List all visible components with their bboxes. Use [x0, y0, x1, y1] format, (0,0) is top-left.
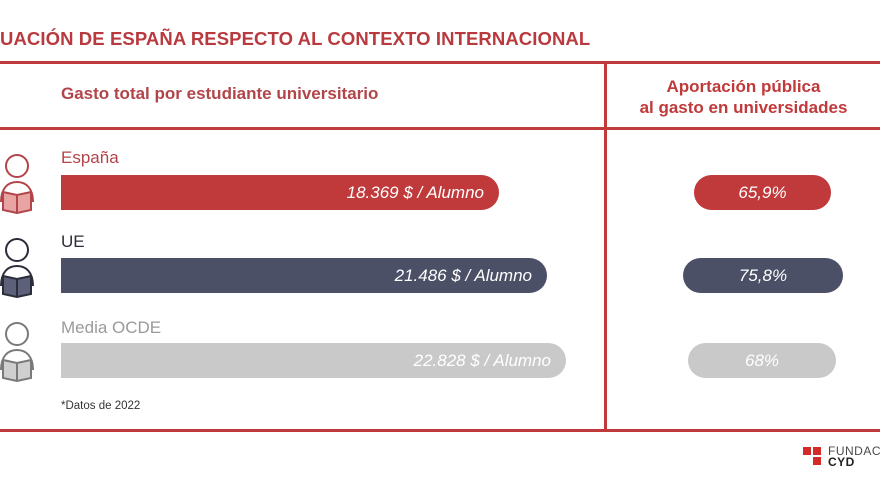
divider-column	[604, 61, 607, 432]
student-reading-icon	[0, 154, 34, 214]
public-share-value-ue: 75,8%	[738, 265, 788, 285]
logo-text-line1: FUNDAC	[828, 444, 880, 458]
spend-bar-media-ocde: 22.828 $ / Alumno	[61, 343, 566, 378]
column-header-public-share-line2: al gasto en universidades	[639, 98, 848, 117]
public-share-value-espana: 65,9%	[738, 182, 787, 202]
spend-bar-ue: 21.486 $ / Alumno	[61, 258, 547, 293]
public-share-pill-espana: 65,9%	[694, 175, 831, 210]
fundacion-cyd-logo: FUNDAC CYD	[803, 444, 880, 469]
spend-bar-espana: 18.369 $ / Alumno	[61, 175, 499, 210]
divider-top	[0, 61, 880, 64]
spend-value-media-ocde: 22.828 $ / Alumno	[413, 350, 551, 370]
student-reading-icon	[0, 238, 34, 298]
public-share-pill-ue: 75,8%	[683, 258, 843, 293]
divider-header	[0, 127, 880, 130]
student-reading-icon	[0, 322, 34, 382]
public-share-pill-media-ocde: 68%	[688, 343, 836, 378]
logo-text-line2: CYD	[828, 455, 855, 469]
spend-value-ue: 21.486 $ / Alumno	[394, 265, 532, 285]
column-header-spending: Gasto total por estudiante universitario	[61, 84, 379, 103]
row-label-media-ocde: Media OCDE	[61, 318, 162, 337]
divider-bottom	[0, 429, 880, 432]
row-label-ue: UE	[61, 232, 85, 251]
public-share-value-media-ocde: 68%	[744, 350, 780, 370]
column-header-public-share: Aportación pública al gasto en universid…	[607, 76, 880, 118]
spend-value-espana: 18.369 $ / Alumno	[346, 182, 484, 202]
logo-squares-icon	[803, 447, 823, 467]
column-header-public-share-line1: Aportación pública	[666, 77, 821, 96]
row-label-espana: España	[61, 148, 119, 167]
data-year-note: *Datos de 2022	[61, 400, 141, 412]
infographic-title: UACIÓN DE ESPAÑA RESPECTO AL CONTEXTO IN…	[0, 28, 591, 49]
